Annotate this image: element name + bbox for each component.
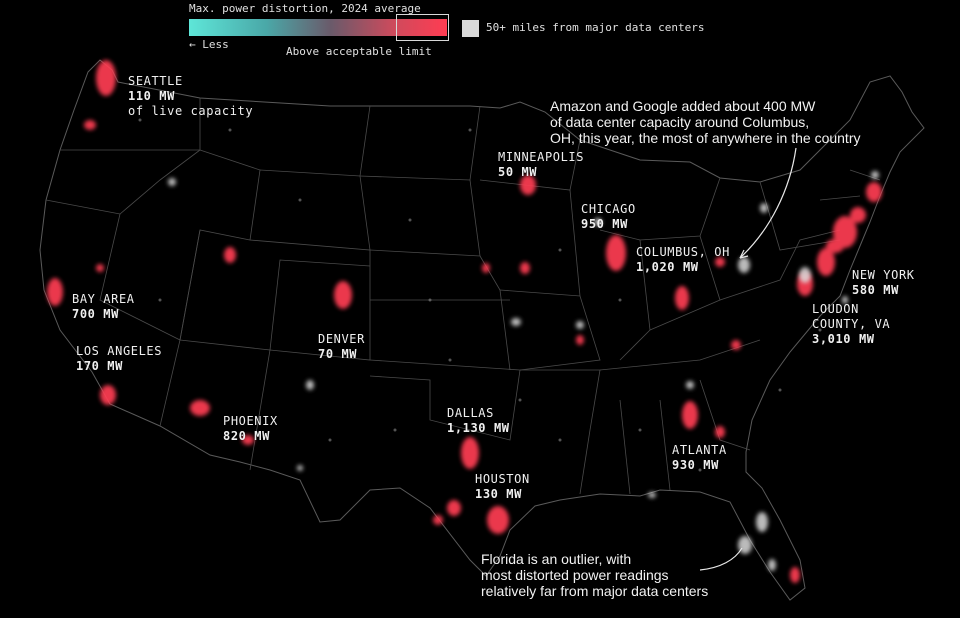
city-name: HOUSTON xyxy=(475,472,530,486)
city-label-chicago: CHICAGO 950 MW xyxy=(581,202,636,232)
city-label-new-york: NEW YORK 580 MW xyxy=(852,268,915,298)
legend-less-label: ← Less xyxy=(189,38,229,51)
legend-far-label: 50+ miles from major data centers xyxy=(486,21,705,34)
legend-gradient-bar xyxy=(189,19,447,36)
city-name: LOUDON xyxy=(812,302,859,316)
hotspots-white xyxy=(168,171,879,571)
columbus-arrowhead xyxy=(739,249,749,259)
city-name: COLUMBUS, OH xyxy=(636,245,730,259)
city-mw: 130 MW xyxy=(475,487,522,501)
city-name: CHICAGO xyxy=(581,202,636,216)
florida-arrow xyxy=(699,547,743,571)
legend-far-swatch xyxy=(462,20,479,37)
city-label-denver: DENVER 70 MW xyxy=(318,332,365,362)
note-line: of data center capacity around Columbus, xyxy=(550,114,810,130)
columbus-annotation: Amazon and Google added about 400 MW of … xyxy=(550,98,860,146)
legend-limit-box xyxy=(396,14,449,41)
city-label-loudon: LOUDON COUNTY, VA 3,010 MW xyxy=(812,302,890,347)
city-mw: 580 MW xyxy=(852,283,899,297)
city-name: ATLANTA xyxy=(672,443,727,457)
city-mw: 170 MW xyxy=(76,359,123,373)
columbus-arrow xyxy=(739,147,797,259)
city-label-seattle: SEATTLE 110 MW of live capacity xyxy=(128,74,253,119)
city-label-los-angeles: LOS ANGELES 170 MW xyxy=(76,344,162,374)
city-mw: 820 MW xyxy=(223,429,270,443)
us-outline xyxy=(39,59,925,601)
city-label-minneapolis: MINNEAPOLIS 50 MW xyxy=(498,150,584,180)
city-mw: 930 MW xyxy=(672,458,719,472)
city-mw: 70 MW xyxy=(318,347,358,361)
note-line: Amazon and Google added about 400 MW xyxy=(550,98,816,114)
legend-title: Max. power distortion, 2024 average xyxy=(189,2,421,15)
city-mw: 1,130 MW xyxy=(447,421,510,435)
city-name-line2: COUNTY, VA xyxy=(812,317,891,331)
note-line: relatively far from major data centers xyxy=(481,583,709,599)
city-label-phoenix: PHOENIX 820 MW xyxy=(223,414,278,444)
city-name: DALLAS xyxy=(447,406,494,420)
city-mw: 50 MW xyxy=(498,165,538,179)
hotspots-red xyxy=(47,60,882,583)
hotspots-dim xyxy=(138,118,822,472)
city-label-dallas: DALLAS 1,130 MW xyxy=(447,406,510,436)
city-label-houston: HOUSTON 130 MW xyxy=(475,472,530,502)
note-line: most distorted power readings xyxy=(481,567,669,583)
city-mw: 950 MW xyxy=(581,217,628,231)
city-label-columbus: COLUMBUS, OH 1,020 MW xyxy=(636,245,730,275)
city-name: PHOENIX xyxy=(223,414,278,428)
city-name: SEATTLE xyxy=(128,74,183,88)
city-label-bay-area: BAY AREA 700 MW xyxy=(72,292,135,322)
city-mw: 700 MW xyxy=(72,307,119,321)
city-name: MINNEAPOLIS xyxy=(498,150,585,164)
city-mw: 110 MW xyxy=(128,89,175,103)
city-mw: 1,020 MW xyxy=(636,260,699,274)
city-name: BAY AREA xyxy=(72,292,135,306)
note-line: Florida is an outlier, with xyxy=(481,551,632,567)
city-name: NEW YORK xyxy=(852,268,915,282)
city-mw: 3,010 MW xyxy=(812,332,875,346)
note-line: OH, this year, the most of anywhere in t… xyxy=(550,130,861,146)
legend-above-label: Above acceptable limit xyxy=(286,45,432,58)
city-name: LOS ANGELES xyxy=(76,344,163,358)
florida-annotation: Florida is an outlier, with most distort… xyxy=(481,551,708,599)
city-label-atlanta: ATLANTA 930 MW xyxy=(672,443,727,473)
city-sub: of live capacity xyxy=(128,104,254,118)
state-borders xyxy=(45,98,881,495)
city-name: DENVER xyxy=(318,332,365,346)
